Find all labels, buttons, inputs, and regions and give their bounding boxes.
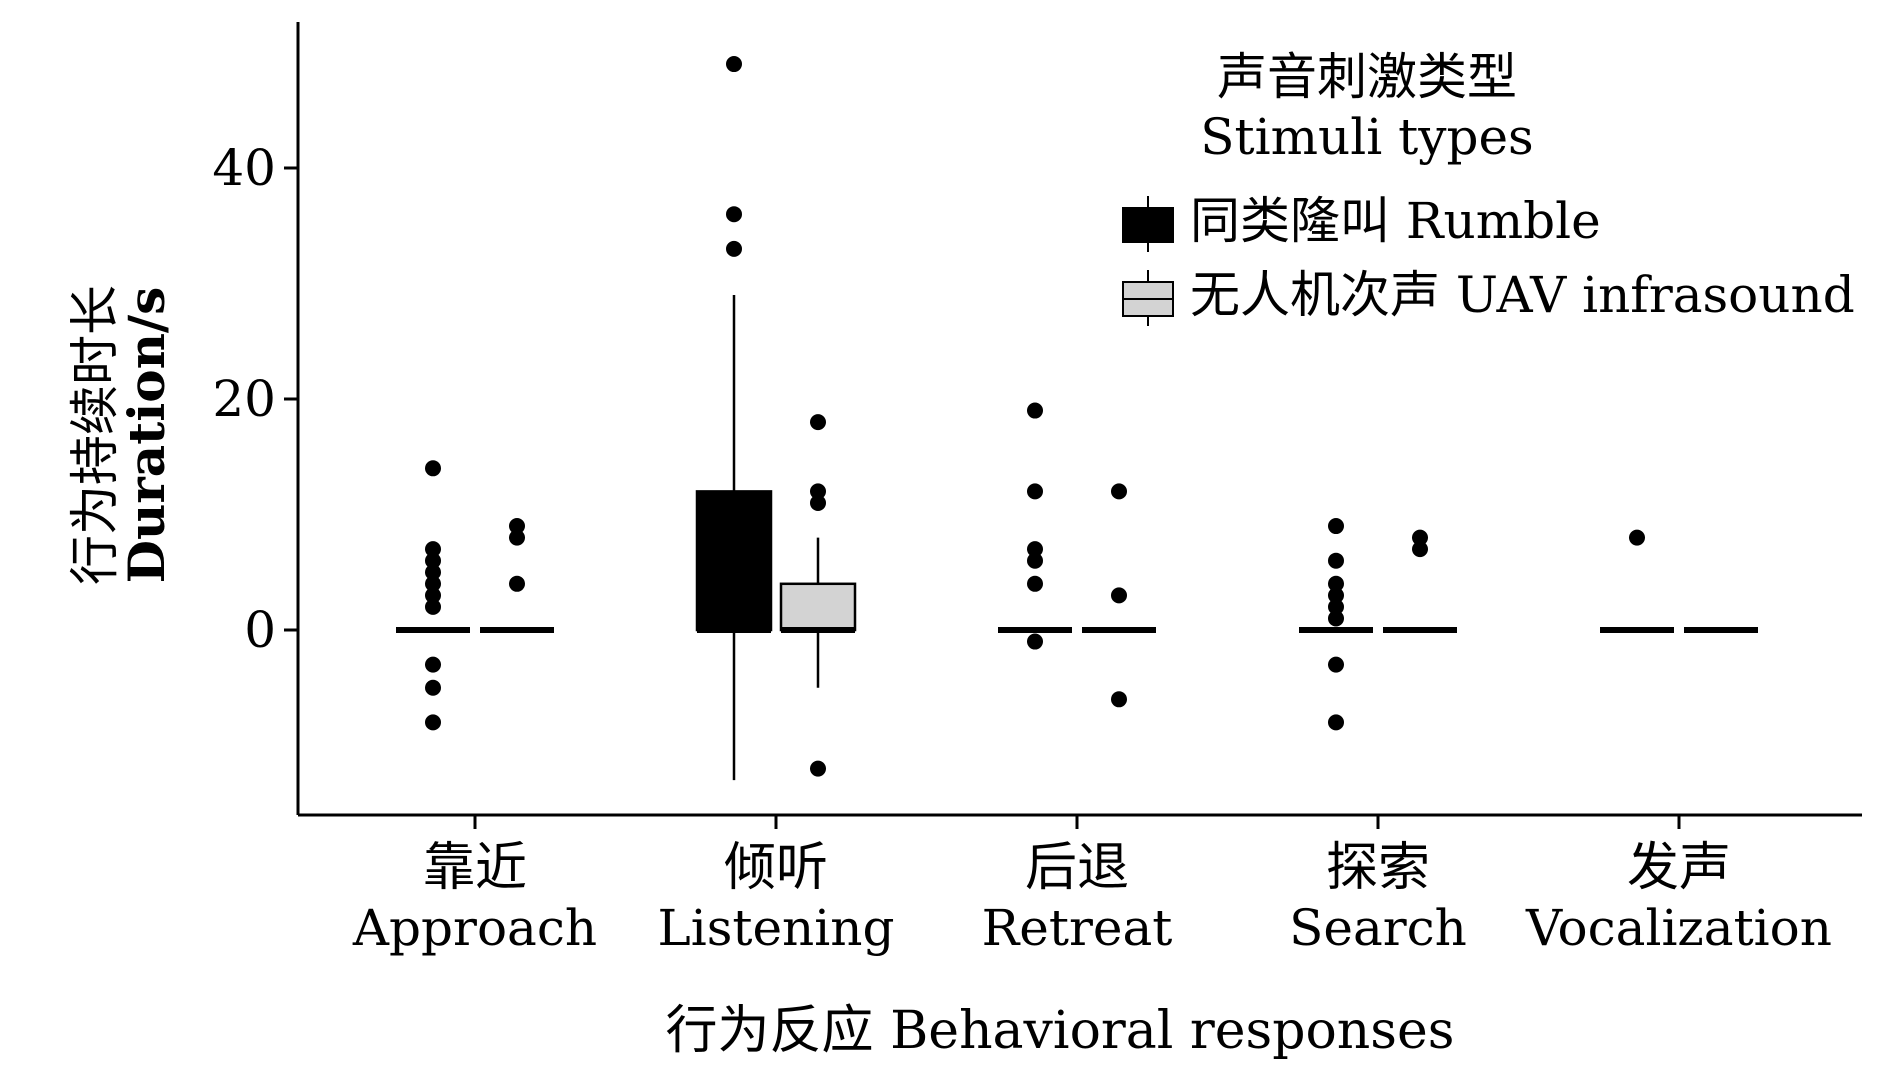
outlier-point: [1027, 575, 1043, 592]
outlier-point: [810, 494, 826, 511]
outlier-point: [425, 541, 441, 558]
outlier-point: [726, 240, 742, 257]
outlier-point: [425, 575, 441, 592]
outlier-point: [1328, 575, 1344, 592]
outlier-point: [810, 760, 826, 777]
outlier-point: [726, 206, 742, 223]
outlier-point: [425, 587, 441, 604]
outlier-point: [509, 575, 525, 592]
legend-title-zh: 声音刺激类型: [1217, 48, 1517, 106]
outlier-point: [1328, 518, 1344, 535]
outlier-point: [1111, 587, 1127, 604]
x-tick-label-en: Search: [1289, 899, 1467, 957]
outlier-point: [425, 679, 441, 696]
outlier-point: [1328, 656, 1344, 673]
outlier-point: [1328, 587, 1344, 604]
outlier-point: [1111, 483, 1127, 500]
outlier-point: [810, 483, 826, 500]
outlier-point: [1027, 541, 1043, 558]
y-axis-title-zh: 行为持续时长: [66, 285, 124, 585]
outlier-point: [425, 598, 441, 615]
y-tick-label: 40: [212, 139, 276, 197]
outlier-point: [425, 460, 441, 477]
outlier-point: [509, 518, 525, 535]
x-tick-label-zh: 后退: [1025, 838, 1129, 898]
x-tick-label-zh: 探索: [1326, 838, 1430, 898]
legend-key-rumble: [1122, 207, 1174, 243]
y-tick-label: 20: [212, 370, 276, 428]
y-axis-title-en: Duration/s: [117, 287, 176, 584]
x-axis-title: 行为反应 Behavioral responses: [666, 1001, 1455, 1061]
outlier-point: [1328, 598, 1344, 615]
x-tick-label-en: Retreat: [982, 899, 1173, 957]
outlier-point: [425, 552, 441, 569]
outlier-point: [726, 56, 742, 73]
outlier-point: [1111, 691, 1127, 708]
outlier-point: [1027, 633, 1043, 650]
outlier-point: [425, 564, 441, 581]
box: [695, 490, 773, 632]
outlier-point: [1027, 402, 1043, 419]
x-tick-label-zh: 倾听: [724, 838, 828, 898]
legend-title-en: Stimuli types: [1200, 108, 1533, 166]
legend-label-uav: 无人机次声 UAV infrasound: [1190, 266, 1855, 324]
outlier-point: [1328, 610, 1344, 627]
y-tick-label: 0: [244, 601, 276, 659]
box: [779, 582, 857, 632]
outlier-point: [1328, 552, 1344, 569]
legend: 声音刺激类型 Stimuli types 同类隆叫 Rumble 无人机次声 U…: [1122, 48, 1855, 326]
outlier-point: [810, 414, 826, 431]
outlier-point: [425, 656, 441, 673]
outlier-point: [1412, 529, 1428, 546]
x-tick-label-zh: 靠近: [423, 838, 527, 898]
outlier-point: [425, 714, 441, 731]
x-tick-label-en: Approach: [352, 899, 597, 957]
legend-label-rumble: 同类隆叫 Rumble: [1190, 192, 1601, 250]
outlier-point: [1328, 714, 1344, 731]
outlier-point: [1412, 541, 1428, 558]
x-tick-label-en: Vocalization: [1525, 899, 1832, 957]
outlier-point: [1629, 529, 1645, 546]
outlier-point: [509, 529, 525, 546]
outlier-point: [1027, 483, 1043, 500]
x-tick-label-en: Listening: [658, 899, 895, 957]
x-tick-label-zh: 发声: [1627, 838, 1731, 898]
outlier-point: [1027, 552, 1043, 569]
